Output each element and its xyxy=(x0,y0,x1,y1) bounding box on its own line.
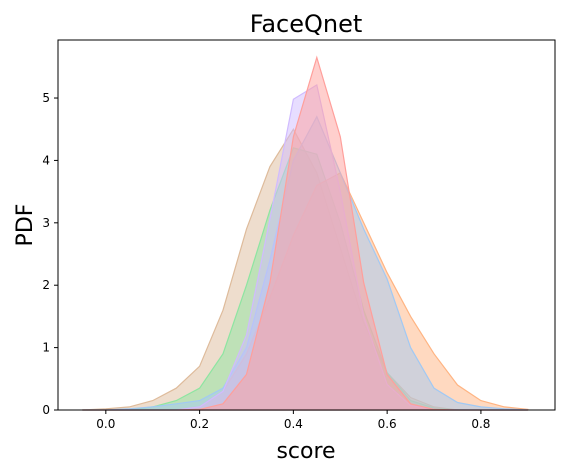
y-axis-label: PDF xyxy=(13,204,38,247)
x-tick-label: 0.6 xyxy=(378,417,397,431)
y-tick-label: 2 xyxy=(42,278,50,292)
y-tick-label: 1 xyxy=(42,341,50,355)
y-tick-label: 4 xyxy=(42,153,50,167)
x-axis-label: score xyxy=(276,439,335,464)
x-tick-label: 0.0 xyxy=(96,417,115,431)
y-tick-label: 5 xyxy=(42,91,50,105)
y-tick-label: 0 xyxy=(42,403,50,417)
x-tick-label: 0.8 xyxy=(471,417,490,431)
x-tick-label: 0.2 xyxy=(190,417,209,431)
x-tick-label: 0.4 xyxy=(284,417,303,431)
plot-frame xyxy=(57,39,556,411)
y-tick-label: 3 xyxy=(42,216,50,230)
chart-title: FaceQnet xyxy=(250,10,363,38)
density-area xyxy=(82,55,528,411)
